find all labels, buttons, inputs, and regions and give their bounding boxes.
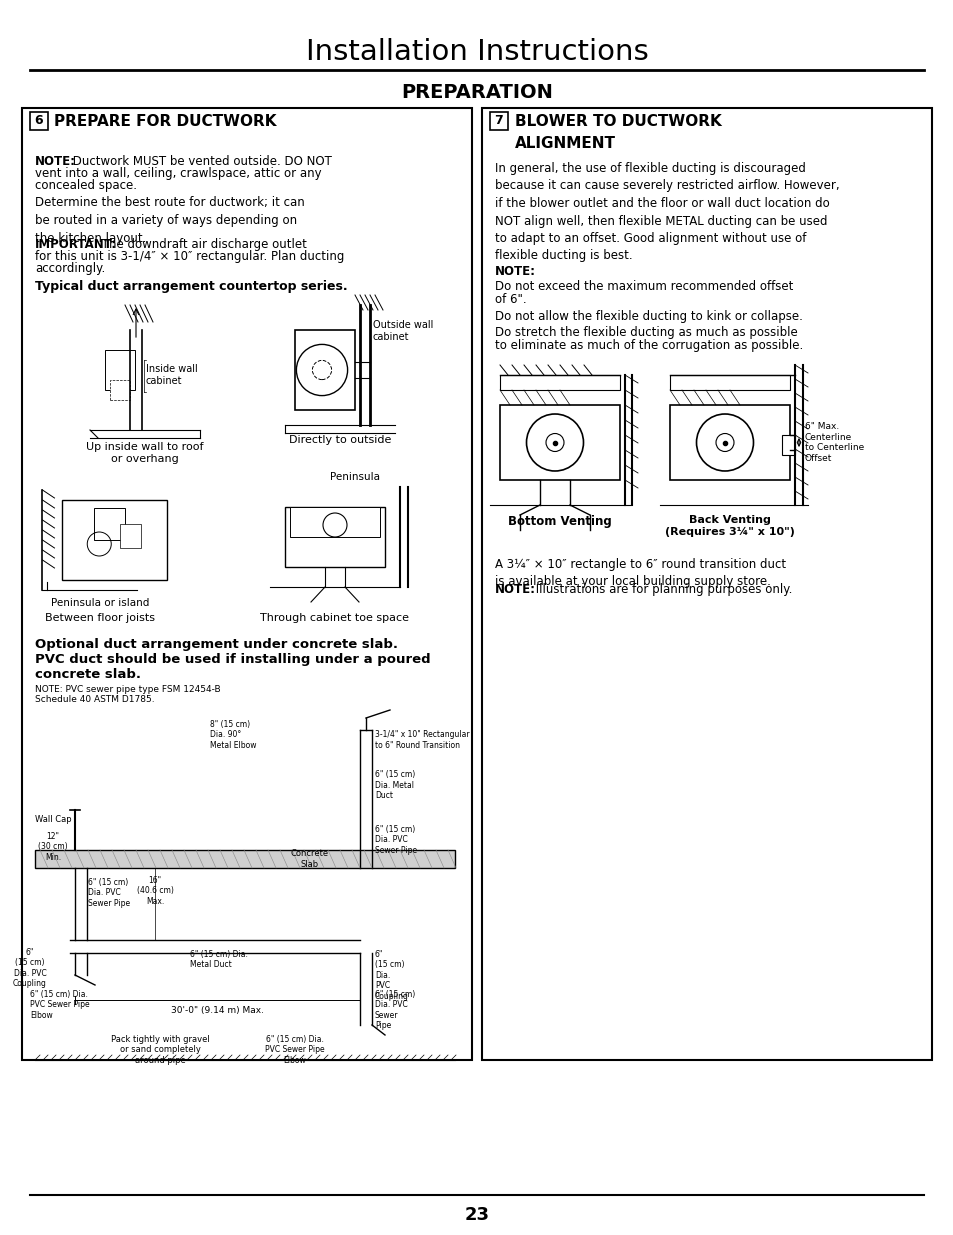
Bar [294, 330, 355, 410]
Text: Back Venting
(Requires 3¼" x 10"): Back Venting (Requires 3¼" x 10") [664, 515, 794, 537]
Text: Peninsula or island: Peninsula or island [51, 598, 149, 608]
Bar [290, 508, 379, 537]
Text: Outside wall
cabinet: Outside wall cabinet [373, 320, 433, 342]
Text: Illustrations are for planning purposes only.: Illustrations are for planning purposes … [532, 583, 792, 597]
Text: Installation Instructions: Installation Instructions [305, 38, 648, 65]
Text: IMPORTANT:: IMPORTANT: [35, 238, 117, 251]
Text: Schedule 40 ASTM D1785.: Schedule 40 ASTM D1785. [35, 695, 154, 704]
Bar [94, 508, 126, 540]
Text: Inside wall
cabinet: Inside wall cabinet [146, 364, 197, 385]
Text: Between floor joists: Between floor joists [45, 613, 154, 622]
Text: 8" (15 cm)
Dia. 90°
Metal Elbow: 8" (15 cm) Dia. 90° Metal Elbow [210, 720, 256, 750]
Text: Wall Cap: Wall Cap [35, 815, 71, 824]
Text: ALIGNMENT: ALIGNMENT [515, 136, 616, 151]
Text: Typical duct arrangement countertop series.: Typical duct arrangement countertop seri… [35, 280, 347, 293]
Bar [22, 107, 472, 1060]
Text: 6" (15 cm) Dia.
PVC Sewer Pipe
Elbow: 6" (15 cm) Dia. PVC Sewer Pipe Elbow [30, 990, 90, 1020]
Text: of 6".: of 6". [495, 293, 526, 306]
Bar [490, 112, 507, 130]
Text: In general, the use of flexible ducting is discouraged
because it can cause seve: In general, the use of flexible ducting … [495, 162, 839, 263]
Text: PREPARE FOR DUCTWORK: PREPARE FOR DUCTWORK [54, 114, 276, 128]
Text: NOTE: PVC sewer pipe type FSM 12454-B: NOTE: PVC sewer pipe type FSM 12454-B [35, 685, 220, 694]
Bar [781, 435, 794, 454]
Bar [499, 375, 619, 390]
Text: Up inside wall to roof
or overhang: Up inside wall to roof or overhang [86, 442, 204, 463]
Text: NOTE:: NOTE: [495, 266, 536, 278]
Bar [110, 380, 130, 400]
Text: 7: 7 [494, 115, 503, 127]
Text: 6" (15 cm)
Dia. Metal
Duct: 6" (15 cm) Dia. Metal Duct [375, 771, 415, 800]
Text: for this unit is 3-1/4″ × 10″ rectangular. Plan ducting: for this unit is 3-1/4″ × 10″ rectangula… [35, 249, 344, 263]
Text: 6" Max.
Centerline
to Centerline
Offset: 6" Max. Centerline to Centerline Offset [804, 422, 863, 463]
Bar [669, 375, 789, 390]
Text: 6: 6 [34, 115, 43, 127]
Text: 6" (15 cm)
Dia. PVC
Sewer Pipe: 6" (15 cm) Dia. PVC Sewer Pipe [375, 825, 416, 855]
Text: Do stretch the flexible ducting as much as possible: Do stretch the flexible ducting as much … [495, 326, 797, 338]
Text: 6" (15 cm) Dia.
PVC Sewer Pipe
Elbow: 6" (15 cm) Dia. PVC Sewer Pipe Elbow [265, 1035, 324, 1065]
Text: Directly to outside: Directly to outside [289, 435, 391, 445]
Bar [30, 112, 48, 130]
Bar [499, 405, 619, 480]
Text: Do not allow the flexible ducting to kink or collapse.: Do not allow the flexible ducting to kin… [495, 310, 802, 324]
Text: concealed space.: concealed space. [35, 179, 137, 191]
Text: Concrete
Slab: Concrete Slab [291, 850, 329, 868]
Text: NOTE:: NOTE: [495, 583, 536, 597]
Text: 6"
(15 cm)
Dia.
PVC
Coupling: 6" (15 cm) Dia. PVC Coupling [375, 950, 409, 1000]
Text: to eliminate as much of the corrugation as possible.: to eliminate as much of the corrugation … [495, 338, 802, 352]
Text: 16"
(40.6 cm)
Max.: 16" (40.6 cm) Max. [136, 876, 173, 905]
Bar [285, 508, 385, 567]
Text: accordingly.: accordingly. [35, 262, 105, 275]
Text: Peninsula: Peninsula [330, 472, 379, 482]
Bar [669, 405, 789, 480]
Text: 6" (15 cm)
Dia. PVC
Sewer
Pipe: 6" (15 cm) Dia. PVC Sewer Pipe [375, 990, 415, 1030]
Text: Determine the best route for ductwork; it can
be routed in a variety of ways dep: Determine the best route for ductwork; i… [35, 196, 304, 245]
Text: concrete slab.: concrete slab. [35, 668, 141, 680]
Text: Bottom Venting: Bottom Venting [508, 515, 611, 529]
Text: 3-1/4" x 10" Rectangular
to 6" Round Transition: 3-1/4" x 10" Rectangular to 6" Round Tra… [375, 730, 469, 750]
Text: BLOWER TO DUCTWORK: BLOWER TO DUCTWORK [515, 114, 721, 128]
Text: PVC duct should be used if installing under a poured: PVC duct should be used if installing un… [35, 653, 430, 666]
Text: Do not exceed the maximum recommended offset: Do not exceed the maximum recommended of… [495, 280, 793, 293]
Bar [481, 107, 931, 1060]
Text: NOTE:: NOTE: [35, 156, 76, 168]
Bar [120, 524, 141, 548]
Text: Ductwork MUST be vented outside. DO NOT: Ductwork MUST be vented outside. DO NOT [69, 156, 332, 168]
Text: 6" (15 cm)
Dia. PVC
Sewer Pipe: 6" (15 cm) Dia. PVC Sewer Pipe [88, 878, 130, 908]
Bar [105, 350, 135, 390]
Text: 6" (15 cm) Dia.
Metal Duct: 6" (15 cm) Dia. Metal Duct [190, 950, 248, 969]
Text: A 3¼″ × 10″ rectangle to 6″ round transition duct
is available at your local bui: A 3¼″ × 10″ rectangle to 6″ round transi… [495, 558, 785, 588]
Bar [35, 850, 455, 868]
Text: The downdraft air discharge outlet: The downdraft air discharge outlet [98, 238, 307, 251]
Text: Pack tightly with gravel
or sand completely
around pipe: Pack tightly with gravel or sand complet… [111, 1035, 209, 1065]
Bar [63, 500, 168, 580]
Text: 23: 23 [464, 1207, 489, 1224]
Text: 12"
(30 cm)
Min.: 12" (30 cm) Min. [38, 832, 68, 862]
Text: Through cabinet toe space: Through cabinet toe space [260, 613, 409, 622]
Text: vent into a wall, ceiling, crawlspace, attic or any: vent into a wall, ceiling, crawlspace, a… [35, 167, 321, 180]
Text: 6"
(15 cm)
Dia. PVC
Coupling: 6" (15 cm) Dia. PVC Coupling [13, 948, 47, 988]
Text: PREPARATION: PREPARATION [400, 84, 553, 103]
Text: 30'-0" (9.14 m) Max.: 30'-0" (9.14 m) Max. [171, 1007, 264, 1015]
Text: Optional duct arrangement under concrete slab.: Optional duct arrangement under concrete… [35, 638, 397, 651]
